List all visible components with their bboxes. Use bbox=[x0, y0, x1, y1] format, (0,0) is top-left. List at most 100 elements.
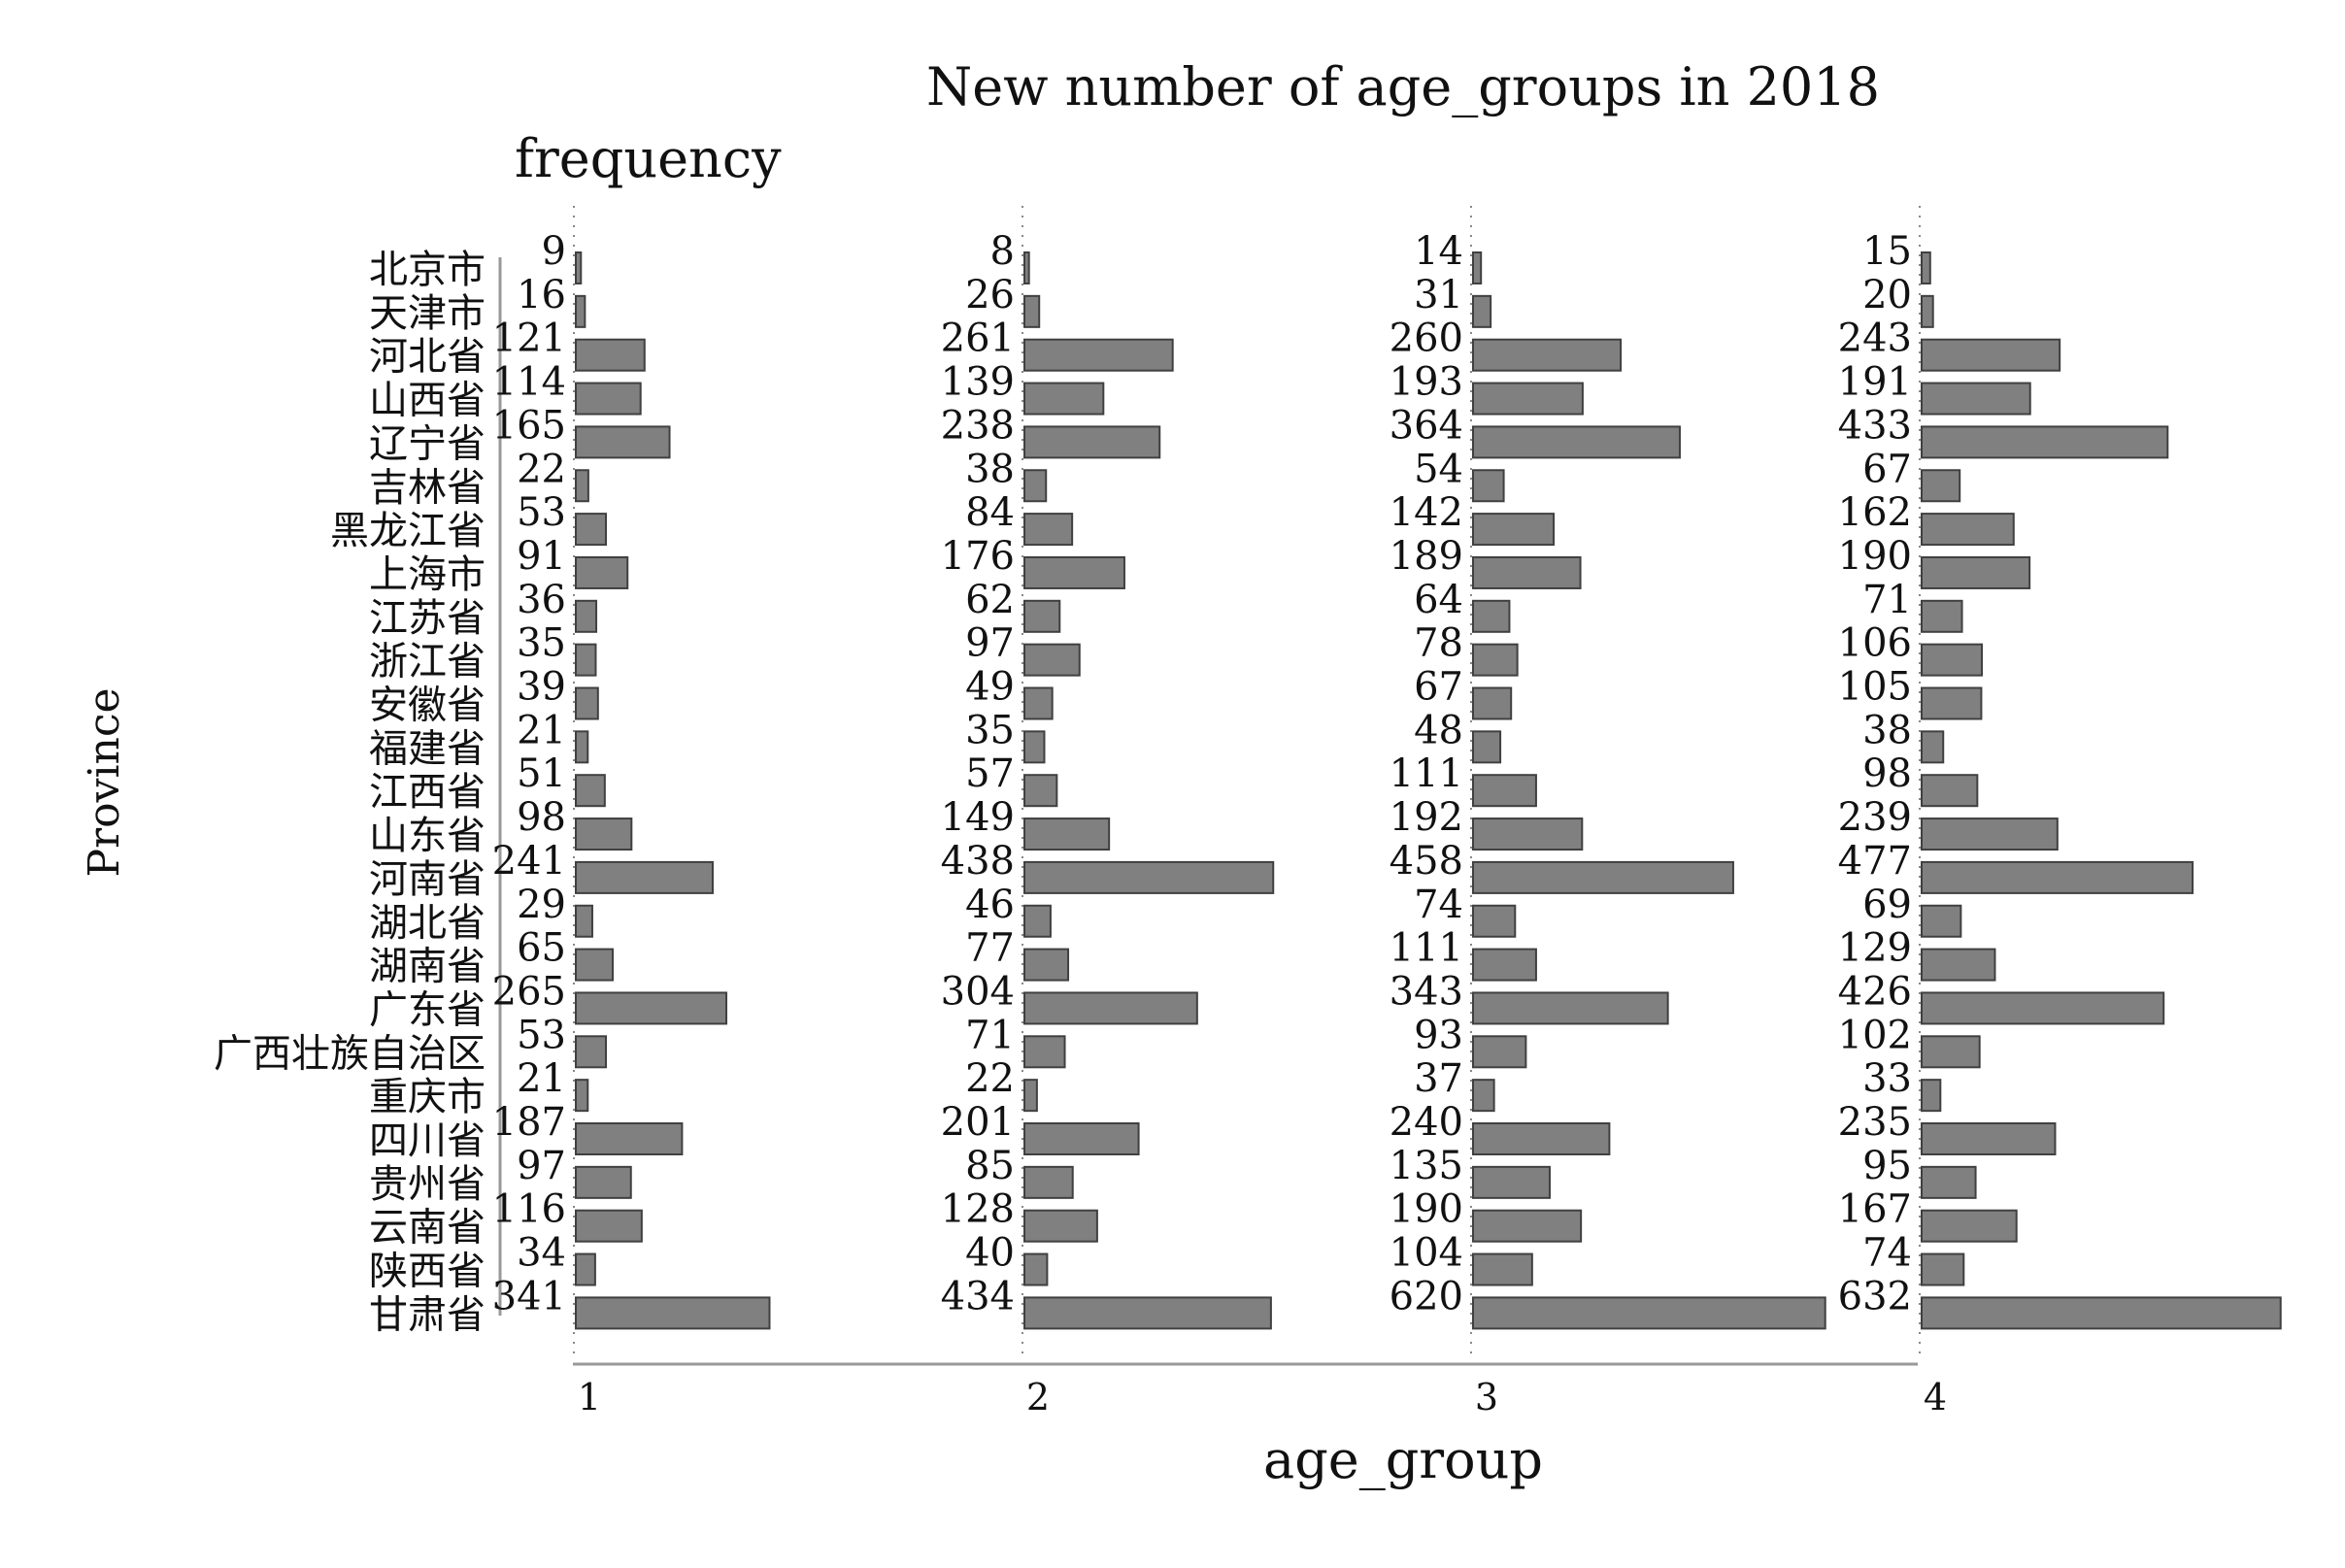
data-label: 106 bbox=[1838, 621, 1912, 666]
bar bbox=[575, 1122, 684, 1155]
bar bbox=[1921, 774, 1979, 808]
bar bbox=[575, 338, 646, 372]
data-label: 38 bbox=[1862, 708, 1912, 752]
data-label: 162 bbox=[1838, 490, 1912, 535]
data-label: 84 bbox=[965, 490, 1015, 535]
bar bbox=[1921, 817, 2059, 851]
bar bbox=[1921, 513, 2015, 547]
bar bbox=[1472, 904, 1517, 938]
data-label: 193 bbox=[1390, 360, 1463, 405]
bar bbox=[1921, 555, 2031, 589]
bar bbox=[575, 599, 598, 633]
data-label: 34 bbox=[517, 1231, 566, 1276]
bar bbox=[1472, 1079, 1495, 1113]
category-label: 广西壮族自治区 bbox=[214, 1031, 486, 1076]
data-label: 142 bbox=[1390, 490, 1463, 535]
data-label: 167 bbox=[1838, 1187, 1912, 1232]
bar bbox=[1023, 338, 1174, 372]
bar bbox=[1472, 469, 1505, 503]
data-label: 53 bbox=[517, 1013, 566, 1057]
data-label: 104 bbox=[1390, 1231, 1463, 1276]
data-label: 304 bbox=[941, 969, 1015, 1014]
data-label: 36 bbox=[517, 578, 566, 622]
bar bbox=[1023, 251, 1030, 284]
bar bbox=[1921, 904, 1962, 938]
data-label: 29 bbox=[517, 883, 566, 927]
data-label: 97 bbox=[517, 1144, 566, 1188]
bar bbox=[1472, 1296, 1826, 1330]
data-label: 64 bbox=[1414, 578, 1463, 622]
bar bbox=[1472, 1165, 1551, 1199]
category-label: 云南省 bbox=[369, 1206, 486, 1251]
data-label: 33 bbox=[1862, 1056, 1912, 1101]
data-label: 265 bbox=[492, 969, 566, 1014]
data-label: 458 bbox=[1390, 839, 1463, 884]
data-label: 37 bbox=[1414, 1056, 1463, 1101]
bar bbox=[1023, 817, 1111, 851]
data-label: 67 bbox=[1862, 447, 1912, 491]
category-labels: 北京市天津市河北省山西省辽宁省吉林省黑龙江省上海市江苏省浙江省安徽省福建省江西省… bbox=[214, 248, 486, 1337]
category-label: 北京市 bbox=[369, 248, 486, 292]
x-axis-title: age_group bbox=[1263, 1429, 1543, 1490]
data-label: 91 bbox=[517, 534, 566, 579]
bar bbox=[1023, 555, 1125, 589]
bar bbox=[575, 643, 597, 677]
bar bbox=[1023, 1296, 1272, 1330]
bar bbox=[1472, 860, 1734, 894]
bar bbox=[1921, 948, 1996, 982]
bar bbox=[1472, 1035, 1527, 1069]
data-label: 477 bbox=[1838, 839, 1912, 884]
data-label: 21 bbox=[517, 708, 566, 752]
bar bbox=[1472, 251, 1483, 284]
category-label: 山西省 bbox=[369, 379, 486, 423]
bar bbox=[1921, 1165, 1977, 1199]
data-label: 15 bbox=[1862, 229, 1912, 274]
facet-panel: 4 152024319143367162190711061053898239477… bbox=[1838, 206, 2282, 1418]
data-label: 14 bbox=[1414, 229, 1463, 274]
bar bbox=[575, 469, 589, 503]
data-label: 21 bbox=[517, 1056, 566, 1101]
data-label: 53 bbox=[517, 490, 566, 535]
data-label: 40 bbox=[965, 1231, 1015, 1276]
bar bbox=[1023, 860, 1275, 894]
data-label: 46 bbox=[965, 883, 1015, 927]
bar bbox=[1921, 643, 1984, 677]
category-label: 江苏省 bbox=[369, 596, 486, 641]
bar bbox=[1023, 425, 1161, 459]
bar bbox=[575, 1296, 771, 1330]
bar bbox=[1472, 1209, 1583, 1243]
data-label: 192 bbox=[1390, 795, 1463, 840]
category-label: 河北省 bbox=[369, 335, 486, 380]
data-label: 22 bbox=[965, 1056, 1015, 1101]
data-label: 190 bbox=[1390, 1187, 1463, 1232]
bar bbox=[1921, 469, 1961, 503]
bar bbox=[575, 1079, 589, 1113]
data-label: 139 bbox=[941, 360, 1015, 405]
bar bbox=[1472, 643, 1519, 677]
bar bbox=[1921, 1122, 2057, 1155]
bar bbox=[1472, 555, 1582, 589]
data-label: 49 bbox=[965, 665, 1015, 710]
data-label: 9 bbox=[542, 229, 566, 274]
category-label: 山东省 bbox=[369, 814, 486, 858]
bar bbox=[1472, 513, 1556, 547]
bar bbox=[1921, 382, 2031, 416]
data-label: 116 bbox=[492, 1187, 566, 1232]
bar bbox=[1023, 599, 1061, 633]
data-label: 165 bbox=[492, 403, 566, 448]
data-label: 35 bbox=[965, 708, 1015, 752]
bar bbox=[1023, 1079, 1038, 1113]
category-label: 上海市 bbox=[369, 552, 486, 597]
bar bbox=[1921, 599, 1963, 633]
bar bbox=[1023, 904, 1052, 938]
data-label: 111 bbox=[1390, 751, 1463, 796]
bar bbox=[1472, 425, 1681, 459]
data-label: 129 bbox=[1838, 926, 1912, 971]
bar bbox=[1472, 382, 1584, 416]
data-label: 22 bbox=[517, 447, 566, 491]
bar bbox=[1921, 991, 2165, 1025]
bar bbox=[1472, 599, 1511, 633]
bar bbox=[1921, 294, 1934, 328]
category-label: 天津市 bbox=[369, 291, 486, 336]
